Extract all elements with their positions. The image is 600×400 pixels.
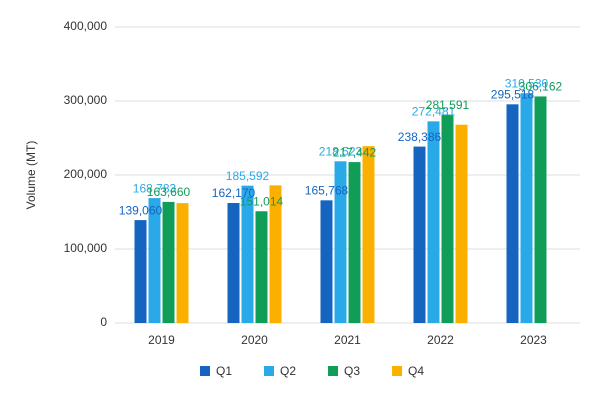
bar	[320, 200, 333, 323]
data-label: 151,014	[240, 194, 284, 208]
legend-swatch	[328, 366, 339, 376]
legend-label: Q2	[280, 364, 296, 378]
bar	[427, 121, 440, 323]
x-tick-label: 2021	[334, 333, 361, 347]
legend-swatch	[264, 366, 275, 376]
x-tick-label: 2019	[148, 333, 175, 347]
data-label: 217,442	[333, 145, 377, 159]
bar	[348, 162, 361, 323]
y-tick-label: 0	[100, 315, 107, 329]
data-label: 281,591	[426, 98, 470, 112]
data-label: 163,660	[147, 185, 191, 199]
data-label: 295,518	[491, 87, 535, 101]
data-label: 238,386	[398, 130, 442, 144]
y-tick-label: 200,000	[64, 167, 108, 181]
bar	[413, 146, 426, 323]
bar	[534, 96, 547, 323]
bar	[455, 124, 468, 324]
y-tick-label: 400,000	[64, 19, 108, 33]
bar	[162, 201, 175, 323]
bar	[520, 93, 533, 324]
data-label: 165,768	[305, 184, 349, 198]
data-label: 306,162	[519, 80, 563, 94]
bar	[269, 185, 282, 323]
legend-label: Q3	[344, 364, 360, 378]
legend-label: Q4	[408, 364, 424, 378]
bar	[506, 104, 519, 323]
data-label: 168,783	[133, 181, 177, 195]
bar	[227, 202, 240, 323]
legend-label: Q1	[216, 364, 232, 378]
bar	[134, 220, 147, 323]
data-label: 185,592	[226, 169, 270, 183]
bar	[255, 211, 268, 323]
y-axis-title: Volume (MT)	[24, 141, 38, 210]
data-label: 310,530	[505, 76, 549, 90]
x-tick-label: 2020	[241, 333, 268, 347]
data-label: 218,523	[319, 144, 363, 158]
data-label: 162,170	[212, 186, 256, 200]
bar	[441, 114, 454, 324]
legend-swatch	[392, 366, 403, 376]
bar	[148, 198, 161, 323]
x-tick-label: 2022	[427, 333, 454, 347]
legend-swatch	[200, 366, 210, 376]
data-label: 272,481	[412, 105, 456, 119]
bar	[241, 185, 254, 323]
bar	[362, 146, 375, 323]
data-label: 139,060	[119, 203, 163, 217]
bar	[176, 203, 189, 323]
bar	[334, 161, 347, 323]
y-tick-label: 100,000	[64, 241, 108, 255]
x-tick-label: 2023	[520, 333, 547, 347]
y-tick-label: 300,000	[64, 93, 108, 107]
